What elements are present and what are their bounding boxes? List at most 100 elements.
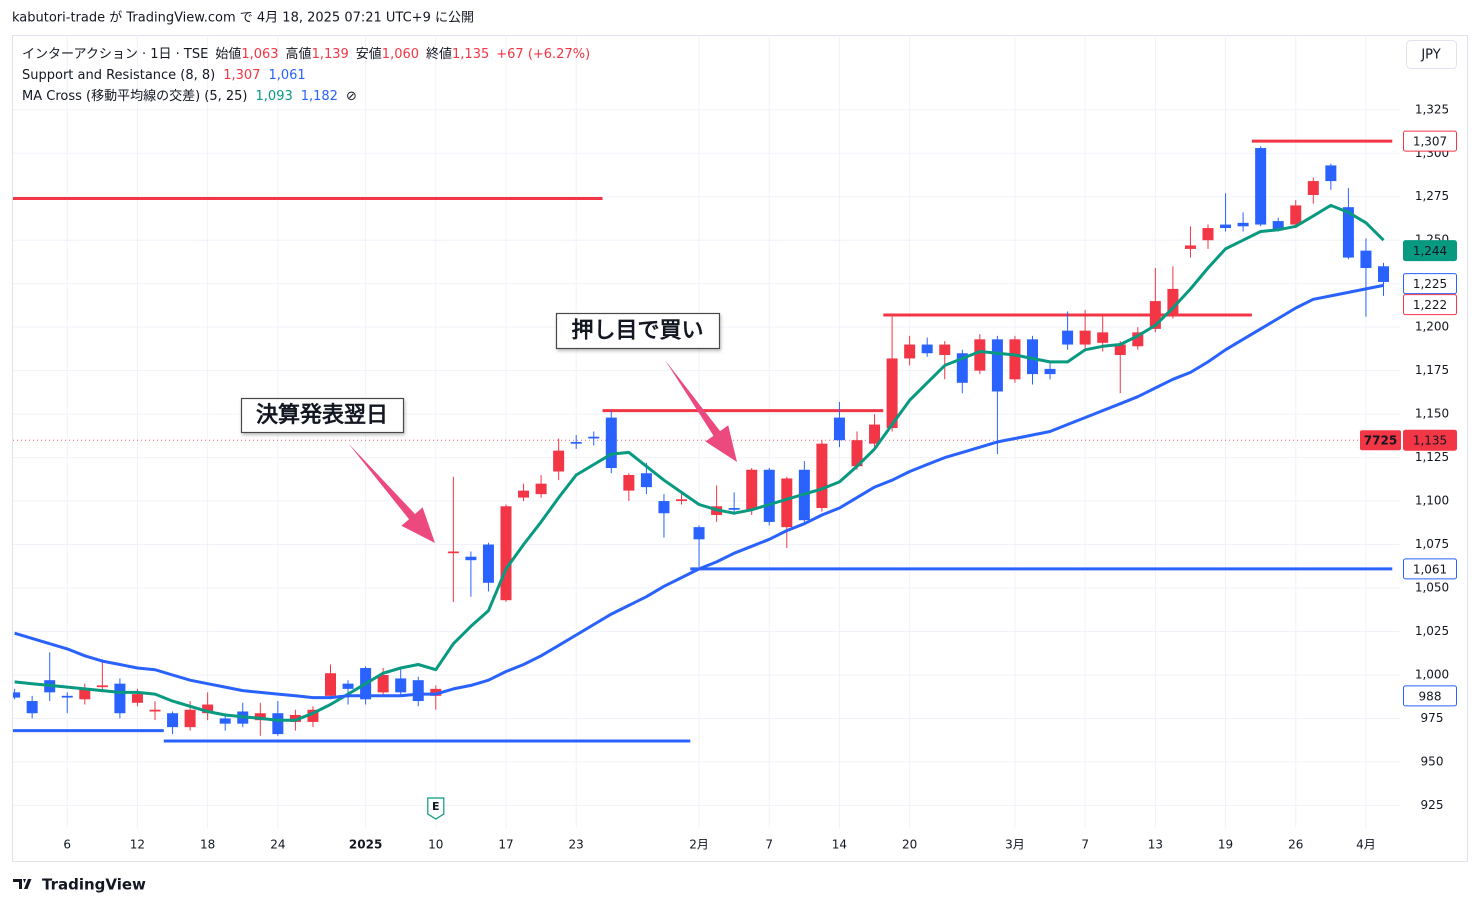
candle-body <box>131 694 143 703</box>
arrows <box>348 360 737 543</box>
price-tag-label: 1,244 <box>1413 244 1447 258</box>
x-tick-label: 18 <box>200 838 215 852</box>
legend: インターアクション · 1日 · TSE 始値1,063 高値1,139 安値1,06… <box>22 46 590 104</box>
candle-body <box>570 441 582 444</box>
y-tick-label: 1,200 <box>1415 320 1449 334</box>
candle-body <box>781 478 793 528</box>
ohlc-name: 始値 <box>215 46 241 62</box>
candle-body <box>728 508 740 510</box>
candle-body <box>746 469 758 510</box>
y-tick-label: 1,050 <box>1415 581 1449 595</box>
chart-frame <box>12 35 1468 862</box>
candle-body <box>1097 332 1109 343</box>
candle-body <box>518 490 530 498</box>
ma-line <box>14 203 1385 722</box>
candle-body <box>1290 205 1302 225</box>
price-tag-label: 1,061 <box>1413 562 1447 576</box>
candle-body <box>307 709 319 722</box>
indicator-value: 1,307 <box>223 68 260 83</box>
candle-body <box>763 469 775 522</box>
event-marker[interactable] <box>427 797 445 820</box>
indicator-value: 1,093 <box>256 89 293 104</box>
candle-body <box>1342 207 1354 258</box>
candle-body <box>1184 245 1196 249</box>
candle-body <box>1202 228 1214 241</box>
ohlc-name: 終値 <box>426 46 452 62</box>
ohlc-value: 1,063 <box>241 47 278 62</box>
indicator-icon: ⊘ <box>346 89 357 104</box>
x-tick-label: 6 <box>63 838 71 852</box>
y-tick-label: 1,175 <box>1415 363 1449 377</box>
candle-body <box>1079 330 1091 345</box>
brand: TradingView <box>42 876 146 894</box>
candle-body <box>184 709 196 728</box>
candle-body <box>395 678 407 693</box>
candle-body <box>1325 165 1337 182</box>
candle-body <box>816 443 828 509</box>
ohlc-value: 1,060 <box>382 47 419 62</box>
candle-body <box>114 683 126 714</box>
candle-body <box>553 450 565 472</box>
ohlc-value: 1,139 <box>312 47 349 62</box>
annotation-box <box>240 397 405 434</box>
candle-body <box>430 688 442 696</box>
candle-body <box>869 424 881 444</box>
candle-body <box>1132 332 1144 347</box>
candle-body <box>447 551 459 554</box>
candle-body <box>272 713 284 735</box>
symbol-tag <box>1360 430 1401 451</box>
candle-body <box>149 709 161 712</box>
indicator-value: 1,182 <box>301 89 338 104</box>
candle-body <box>465 556 477 561</box>
x-tick-label: 20 <box>902 838 917 852</box>
x-tick-label: 17 <box>498 838 513 852</box>
candle-body <box>1062 330 1074 345</box>
candle-body <box>289 714 301 722</box>
currency-box[interactable] <box>1406 40 1457 69</box>
candle-body <box>219 718 231 724</box>
candle-body <box>1114 344 1126 355</box>
price-tag <box>1403 273 1457 295</box>
candle-body <box>13 692 21 698</box>
candle-body <box>693 527 705 540</box>
x-tick-label: 2月 <box>689 838 709 852</box>
price-tag <box>1403 429 1457 451</box>
annotation-text: 決算発表翌日 <box>256 402 388 428</box>
x-tick-label: 4月 <box>1356 838 1376 852</box>
price-tag-label: 1,222 <box>1413 298 1447 312</box>
x-tick-label: 14 <box>832 838 847 852</box>
x-tick-label: 2025 <box>349 838 382 852</box>
candle-body <box>1220 224 1232 229</box>
annotation-box <box>555 312 721 350</box>
candle-body <box>1378 266 1389 282</box>
currency[interactable]: JPY <box>1420 48 1440 63</box>
plot-area <box>13 139 1400 743</box>
ohlc-value: 1,135 <box>452 47 489 62</box>
y-tick-label: 1,025 <box>1415 624 1449 638</box>
candle-body <box>1009 339 1021 380</box>
x-tick-label: 3月 <box>1005 838 1025 852</box>
candle-body <box>325 673 336 696</box>
candle-body <box>1307 181 1319 195</box>
candle-body <box>939 344 951 355</box>
brand-logo <box>13 879 32 889</box>
x-tick-label: 26 <box>1288 838 1303 852</box>
candle-body <box>640 473 652 488</box>
y-tick-label: 975 <box>1421 711 1444 725</box>
y-tick-label: 1,100 <box>1415 494 1449 508</box>
y-tick-label: 1,075 <box>1415 537 1449 551</box>
candle-body <box>1255 148 1267 225</box>
candle-body <box>535 483 547 495</box>
legend-row: インターアクション · 1日 · TSE 始値1,063 高値1,139 安値1,06… <box>22 46 590 62</box>
candle-body <box>833 417 845 441</box>
candle-body <box>1167 288 1179 315</box>
candle-body <box>1272 221 1284 230</box>
ohlc-name: 高値 <box>286 46 312 62</box>
candle-body <box>623 474 635 491</box>
price-tag-label: 1,135 <box>1413 434 1447 448</box>
y-tick-label: 1,325 <box>1415 102 1449 116</box>
x-tick-label: 7 <box>1081 838 1089 852</box>
price-tags: 1,307 1,244 1,225 1,222 1,135 7725 1,061 988 <box>1360 130 1457 707</box>
